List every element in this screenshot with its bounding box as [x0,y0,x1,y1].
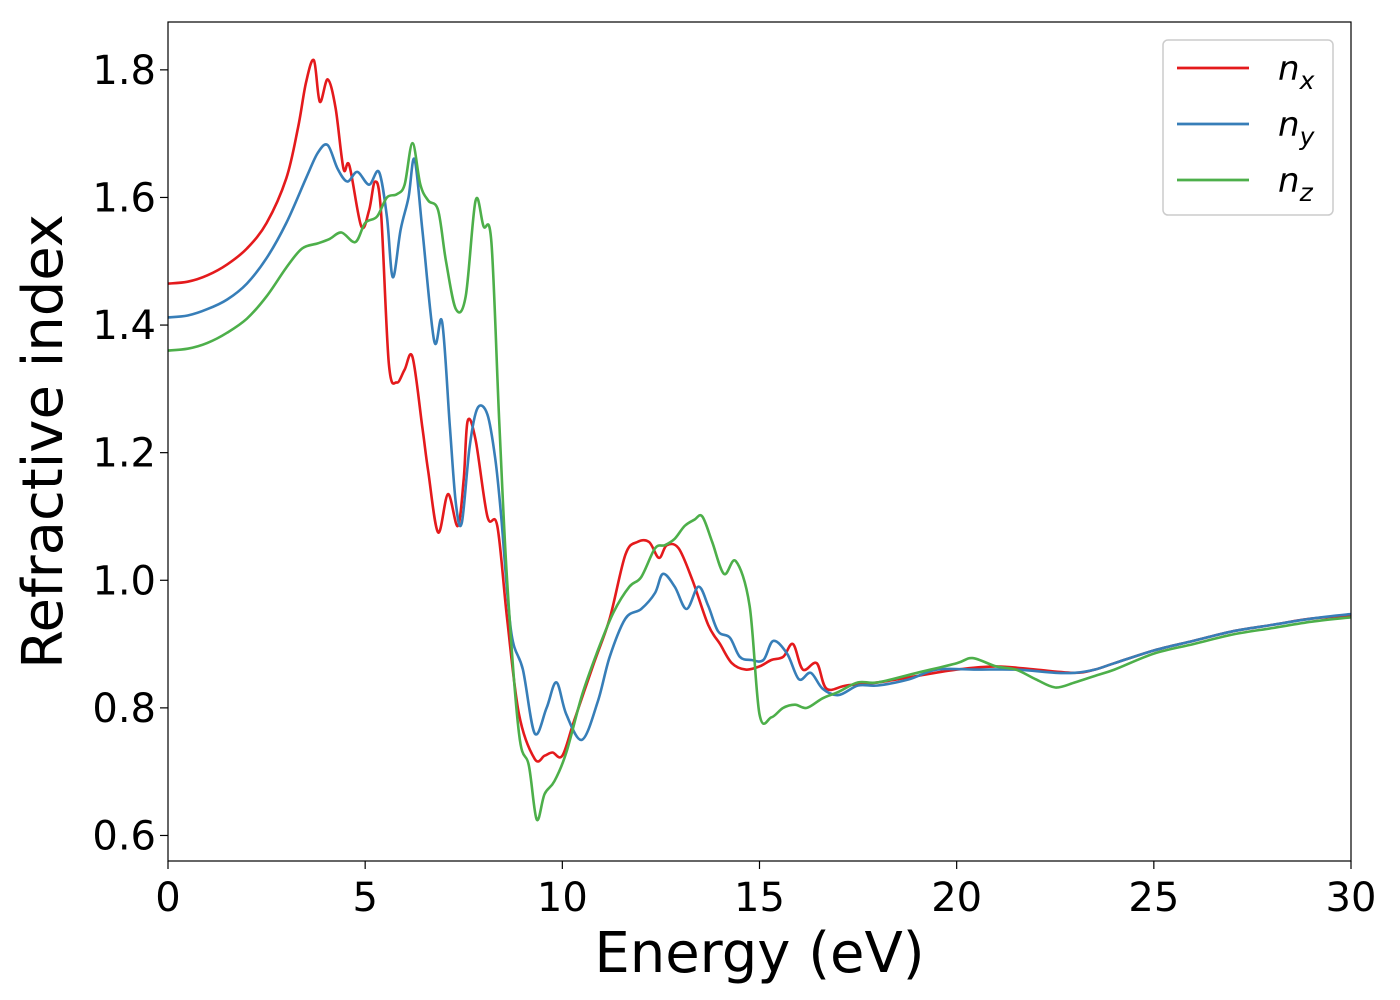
series-line-n-z [168,141,1351,822]
series-line-n-y [168,143,1351,742]
x-axis-title: Energy (eV) [594,921,924,986]
y-tick-label: 0.6 [92,813,156,859]
y-axis: 0.6 0.8 1.0 1.2 1.4 1.6 1.8 [92,48,168,859]
legend-label: nx [1278,49,1315,95]
x-tick-label: 15 [734,875,785,921]
y-axis-title: Refractive index [11,214,76,669]
y-tick-label: 1.0 [92,558,156,604]
x-tick-label: 20 [931,875,982,921]
x-tick-label: 0 [155,875,180,921]
series-layer [168,58,1351,822]
x-tick-label: 25 [1128,875,1179,921]
y-tick-label: 1.2 [92,431,156,477]
legend: nx ny nz [1162,39,1334,216]
y-tick-label: 1.8 [92,48,156,94]
x-tick-label: 5 [352,875,377,921]
x-tick-label: 10 [537,875,588,921]
y-tick-label: 1.4 [92,303,156,349]
x-axis: 0 5 10 15 20 25 30 [155,861,1376,921]
legend-label: nz [1278,161,1314,207]
y-tick-label: 1.6 [92,175,156,221]
x-tick-label: 30 [1326,875,1377,921]
y-tick-label: 0.8 [92,686,156,732]
legend-label: ny [1278,105,1316,151]
legend-box [1162,39,1334,216]
